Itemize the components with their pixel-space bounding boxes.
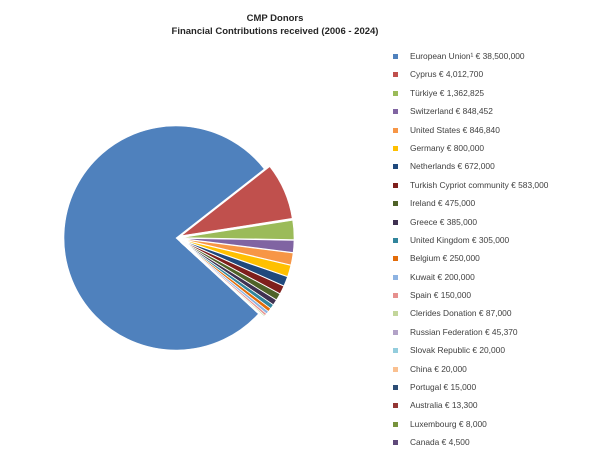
legend-item: Spain € 150,000: [393, 290, 598, 308]
legend-swatch: [393, 164, 398, 170]
chart-title: CMP Donors: [246, 13, 304, 24]
legend-label: European Union¹ € 38,500,000: [410, 51, 525, 61]
legend-item: Greece € 385,000: [393, 217, 598, 235]
legend-item: Clerides Donation € 87,000: [393, 308, 598, 326]
legend-item: Australia € 13,300: [393, 400, 598, 418]
legend-label: Türkiye € 1,362,825: [410, 87, 485, 98]
legend-label: Australia € 13,300: [410, 400, 478, 411]
legend-label: Germany € 800,000: [410, 142, 485, 153]
legend-swatch: [393, 145, 398, 151]
legend-item: European Union¹ € 38,500,000: [393, 51, 598, 69]
legend-item: Türkiye € 1,362,825: [393, 88, 598, 106]
legend-swatch: [393, 54, 398, 59]
pie-slice: [181, 240, 281, 301]
legend-label: Clerides Donation € 87,000: [410, 308, 512, 319]
chart-legend: European Union¹ € 38,500,000 Cyprus € 4,0…: [393, 51, 598, 456]
legend-swatch: [393, 440, 398, 446]
legend-label: Spain € 150,000: [410, 290, 472, 301]
legend-swatch: [393, 237, 398, 243]
legend-label: Kuwait € 200,000: [410, 271, 475, 282]
legend-item: Kuwait € 200,000: [393, 272, 598, 290]
legend-item: Netherlands € 672,000: [393, 161, 598, 179]
pie-chart: [63, 125, 295, 351]
legend-swatch: [393, 274, 398, 280]
pie-slice: [181, 239, 288, 287]
legend-label: Belgium € 250,000: [410, 253, 480, 264]
legend-swatch: [393, 256, 398, 262]
legend-swatch: [393, 348, 398, 354]
legend-label: Portugal € 15,000: [410, 382, 477, 393]
chart-title-block: CMP Donors Financial Contributions recei…: [150, 12, 400, 38]
legend-item: United Kingdom € 305,000: [393, 235, 598, 253]
legend-label: Switzerland € 848,452: [410, 106, 493, 117]
legend-item: Portugal € 15,000: [393, 382, 598, 400]
legend-swatch: [393, 90, 398, 96]
legend-swatch: [393, 201, 398, 207]
legend-item: Switzerland € 848,452: [393, 106, 598, 124]
legend-swatch: [393, 421, 398, 427]
pie-slice: [181, 238, 294, 266]
legend-item: Russian Federation € 45,370: [393, 327, 598, 345]
legend-item: Ireland € 475,000: [393, 198, 598, 216]
legend-label: Canada € 4,500: [410, 437, 470, 448]
legend-label: United States € 846,840: [410, 124, 500, 135]
legend-item: Slovak Republic € 20,000: [393, 345, 598, 363]
legend-swatch: [393, 385, 398, 391]
legend-item: Canada € 4,500: [393, 437, 598, 455]
legend-label: Netherlands € 672,000: [410, 161, 495, 172]
legend-swatch: [393, 366, 398, 372]
pie-slice: [181, 219, 295, 240]
legend-swatch: [393, 403, 398, 409]
legend-label: Ireland € 475,000: [410, 198, 476, 209]
legend-swatch: [393, 127, 398, 133]
legend-swatch: [393, 109, 398, 115]
legend-item: United States € 846,840: [393, 125, 598, 143]
legend-label: Russian Federation € 45,370: [410, 326, 518, 337]
pie-slice: [180, 241, 264, 319]
legend-swatch: [393, 219, 398, 225]
legend-label: Cyprus € 4,012,700: [410, 69, 484, 80]
legend-swatch: [393, 293, 398, 299]
legend-item: China € 20,000: [393, 364, 598, 382]
pie-slice: [63, 125, 265, 351]
legend-item: Cyprus € 4,012,700: [393, 69, 598, 87]
legend-label: United Kingdom € 305,000: [410, 234, 510, 245]
pie-slice: [181, 238, 295, 253]
legend-label: Turkish Cypriot community € 583,000: [410, 179, 549, 190]
legend-swatch: [393, 72, 398, 78]
legend-label: China € 20,000: [410, 363, 467, 374]
legend-item: Germany € 800,000: [393, 143, 598, 161]
legend-label: Luxembourg € 8,000: [410, 418, 487, 429]
legend-swatch: [393, 182, 398, 188]
pie-slice: [180, 166, 293, 237]
legend-swatch: [393, 329, 398, 335]
legend-label: Slovak Republic € 20,000: [410, 345, 505, 356]
chart-subtitle: Financial Contributions received (2006 -…: [171, 26, 379, 37]
legend-item: Luxembourg € 8,000: [393, 419, 598, 437]
pie-slice: [181, 239, 292, 277]
pie-slice: [181, 240, 285, 295]
legend-item: Turkish Cypriot community € 583,000: [393, 180, 598, 198]
legend-label: Greece € 385,000: [410, 216, 478, 227]
legend-item: Belgium € 250,000: [393, 253, 598, 271]
legend-swatch: [393, 311, 398, 317]
